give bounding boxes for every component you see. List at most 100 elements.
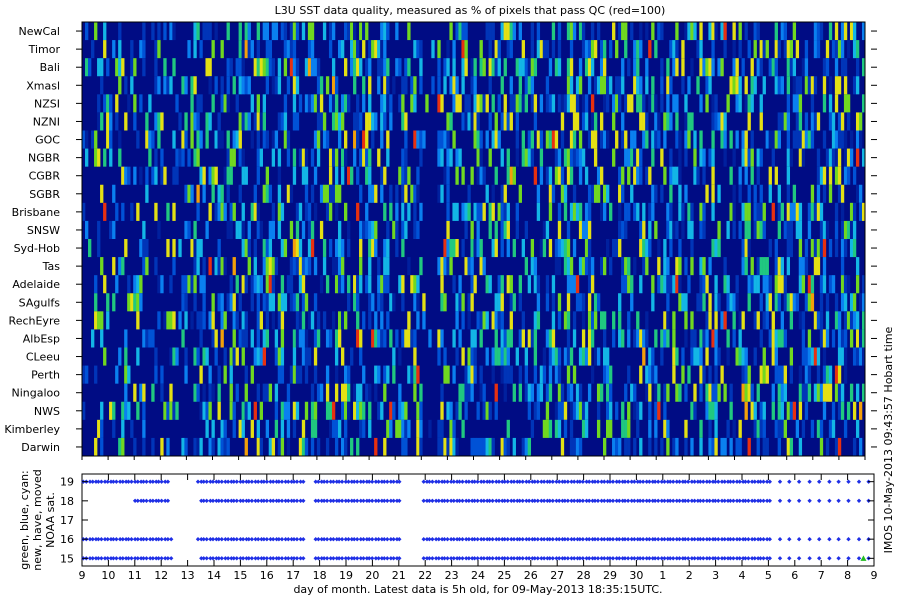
heat-cell (603, 94, 607, 113)
sat-point (201, 556, 206, 561)
heat-cell (798, 112, 803, 131)
heat-cell (307, 94, 312, 113)
heat-cell (729, 166, 733, 185)
heat-cell (624, 419, 628, 438)
heat-cell (690, 58, 694, 77)
sat-point (276, 556, 282, 561)
heat-cell (97, 112, 101, 131)
heat-cell (575, 76, 580, 95)
heat-cell (603, 184, 607, 203)
sat-point (165, 537, 171, 542)
heat-cell (482, 94, 486, 113)
heat-cell (347, 275, 351, 294)
heat-cell (786, 94, 791, 113)
sat-point (148, 537, 153, 542)
heat-cell (100, 58, 104, 77)
sat-point (517, 498, 522, 503)
heat-cell (304, 293, 309, 312)
heat-cell (741, 202, 745, 221)
heat-cell (413, 275, 417, 294)
heat-cell (154, 58, 158, 77)
sat-point (716, 556, 721, 561)
heat-cell (765, 293, 769, 312)
heat-cell (627, 275, 631, 294)
sat-point (479, 556, 484, 561)
sat-point (577, 537, 583, 542)
heat-cell (112, 184, 116, 203)
sat-point (240, 479, 246, 484)
heat-cell (319, 76, 324, 95)
sat-point (496, 556, 502, 561)
heat-cell (304, 166, 309, 185)
heat-cell (166, 239, 170, 258)
heat-cell (566, 166, 571, 185)
heat-cell (196, 311, 200, 330)
heat-cell (855, 347, 860, 366)
sat-point (539, 537, 544, 542)
heat-cell (572, 311, 577, 330)
heat-cell (419, 58, 423, 77)
heat-cell (407, 419, 411, 438)
heat-cell (684, 437, 688, 456)
heat-cell (621, 112, 625, 131)
heat-cell (536, 275, 541, 294)
heat-cell (612, 329, 616, 348)
sat-point (364, 479, 370, 484)
sat-point (394, 479, 400, 484)
heat-cell (169, 401, 173, 420)
heat-cell (106, 94, 110, 113)
heat-cell (271, 257, 276, 276)
heat-cell (569, 202, 574, 221)
heat-cell (452, 437, 456, 456)
heat-cell (377, 293, 381, 312)
sat-point (520, 556, 525, 561)
sat-point (301, 556, 306, 561)
heat-cell (136, 130, 140, 149)
heat-cell (699, 293, 703, 312)
heat-cell (226, 184, 230, 203)
heat-cell (837, 329, 842, 348)
heat-cell (115, 275, 119, 294)
heat-cell (681, 58, 685, 77)
heat-cell (401, 401, 405, 420)
heat-cell (669, 166, 673, 185)
heat-cell (160, 365, 164, 384)
heat-cell (223, 365, 227, 384)
heat-cell (714, 293, 718, 312)
heat-cell (639, 401, 643, 420)
heat-cell (112, 40, 116, 59)
heat-cell (627, 202, 631, 221)
sat-point (846, 479, 851, 484)
heat-cell (599, 257, 604, 276)
heat-cell (380, 94, 384, 113)
heat-cell (578, 166, 583, 185)
sat-point (319, 498, 324, 503)
sat-point (126, 479, 131, 484)
heat-cell (560, 437, 565, 456)
heat-cell (750, 275, 754, 294)
heat-cell (202, 293, 206, 312)
heat-cell (112, 419, 116, 438)
heat-cell (395, 239, 399, 258)
heat-cell (479, 148, 483, 167)
heat-cell (452, 40, 456, 59)
heat-cell (449, 76, 453, 95)
heat-cell (259, 347, 263, 366)
heat-cell (449, 239, 453, 258)
heat-cell (711, 40, 715, 59)
heat-cell (533, 275, 538, 294)
heat-cell (684, 257, 688, 276)
heat-cell (612, 148, 616, 167)
heat-cell (377, 58, 381, 77)
sat-point (562, 556, 568, 561)
heat-cell (657, 401, 661, 420)
heat-cell (723, 275, 727, 294)
sat-point (668, 537, 673, 542)
heat-cell (362, 365, 366, 384)
sat-point (704, 479, 710, 484)
sat-point (394, 537, 400, 542)
heat-cell (642, 202, 646, 221)
heat-cell (136, 347, 140, 366)
sat-point (87, 556, 93, 561)
heat-cell (858, 437, 863, 456)
